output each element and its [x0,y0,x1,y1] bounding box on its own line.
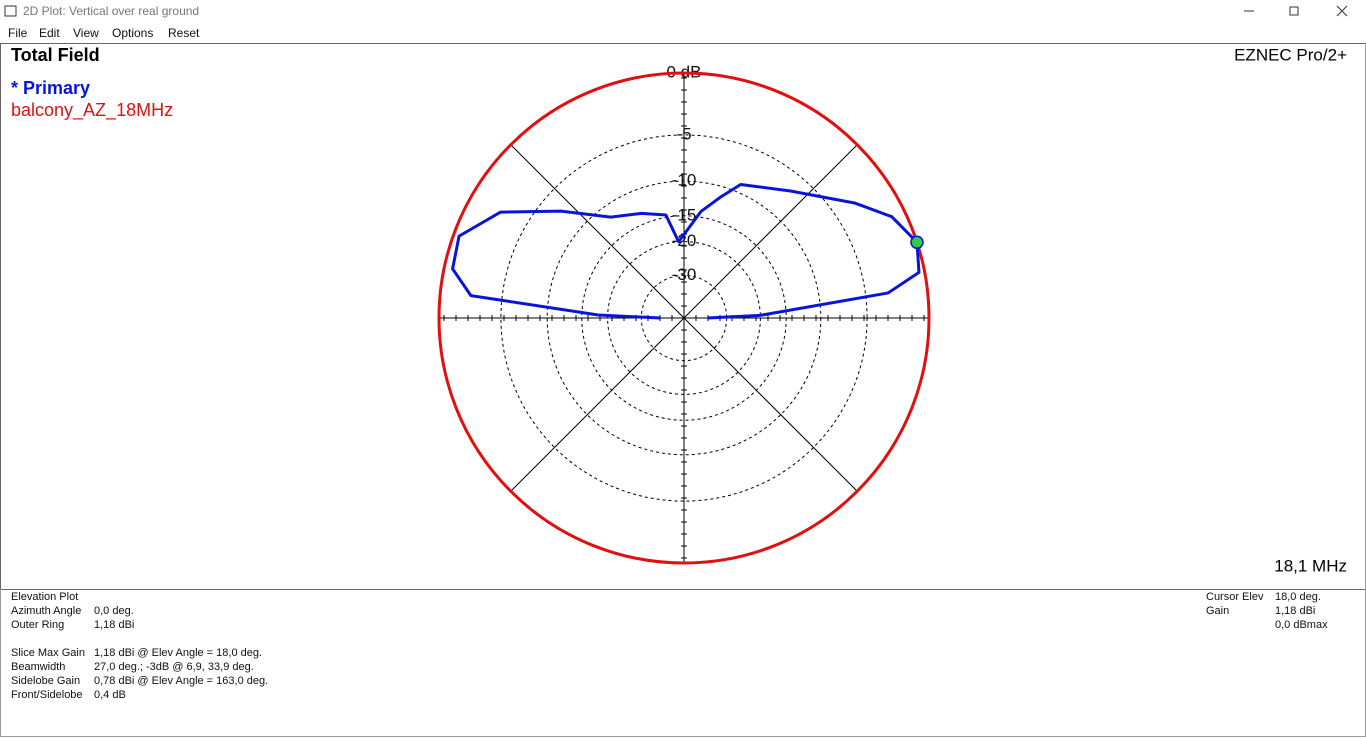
menu-item[interactable]: View [73,26,99,40]
spoke [683,144,858,319]
series-line [451,183,921,320]
info-value: 1,18 dBi [1275,605,1316,617]
info-label: Sidelobe Gain [11,675,81,687]
ring [607,241,761,395]
close-button[interactable] [1336,5,1348,17]
chart-title: Total Field [11,45,100,65]
ring [546,180,822,456]
menu-item[interactable]: File [8,26,28,40]
info-panel: Elevation Plot Azimuth Angle 0,0 deg. Outer… [0,589,1366,737]
menu-bar: File Edit View Options Reset [0,22,1366,43]
menu-item[interactable]: Options [112,26,154,40]
title-bar-graphics [4,5,1348,17]
info-value: 0,0 deg. [94,605,134,617]
info-label: Front/Sidelobe [11,689,83,701]
info-value: 0,4 dB [94,689,126,701]
info-label: Outer Ring [11,619,65,631]
menu-item[interactable]: Edit [39,26,60,40]
restore-button[interactable] [1289,6,1299,16]
plot-area: Total Field EZNEC Pro/2+ 18,1 MHz 0 dB -5… [0,43,1366,590]
info-label: Gain [1206,605,1230,617]
info-heading: Elevation Plot [11,591,79,603]
ring-label: -15 [672,205,697,224]
info-label: Beamwidth [11,661,66,673]
info-value: 1,18 dBi [94,619,135,631]
info-value: 27,0 deg.; -3dB @ 6,9, 33,9 deg. [94,661,254,673]
info-label: Azimuth Angle [11,605,82,617]
window-title: 2D Plot: Vertical over real ground [23,4,200,18]
spoke [683,317,858,492]
spoke [510,317,685,492]
cursor-marker [910,235,924,250]
legend-entry: balcony_AZ_18MHz [11,100,173,121]
ring-label: -5 [676,124,691,143]
polar-chart: Total Field EZNEC Pro/2+ 18,1 MHz 0 dB-5… [11,45,1347,576]
ring-label: -30 [672,265,697,284]
spoke [510,144,685,319]
info-value: 18,0 deg. [1275,591,1321,603]
ring [581,215,787,421]
info-label: Slice Max Gain [11,647,85,659]
info-value: 0,0 dBmax [1275,619,1328,631]
brand: EZNEC Pro/2+ [1234,45,1347,64]
info-value: 1,18 dBi @ Elev Angle = 18,0 deg. [94,647,263,659]
series-line [437,71,931,565]
frequency: 18,1 MHz [1274,556,1347,575]
ring-label: -20 [672,231,697,250]
ring [500,134,868,502]
ring-label: -10 [672,171,697,190]
info-label: Cursor Elev [1206,591,1264,603]
app-icon [4,5,17,17]
legend-entry: * Primary [11,78,90,98]
title-bar: 2D Plot: Vertical over real ground [0,0,1366,22]
info-value: 0,78 dBi @ Elev Angle = 163,0 deg. [94,675,269,687]
menu-item[interactable]: Reset [168,26,200,40]
